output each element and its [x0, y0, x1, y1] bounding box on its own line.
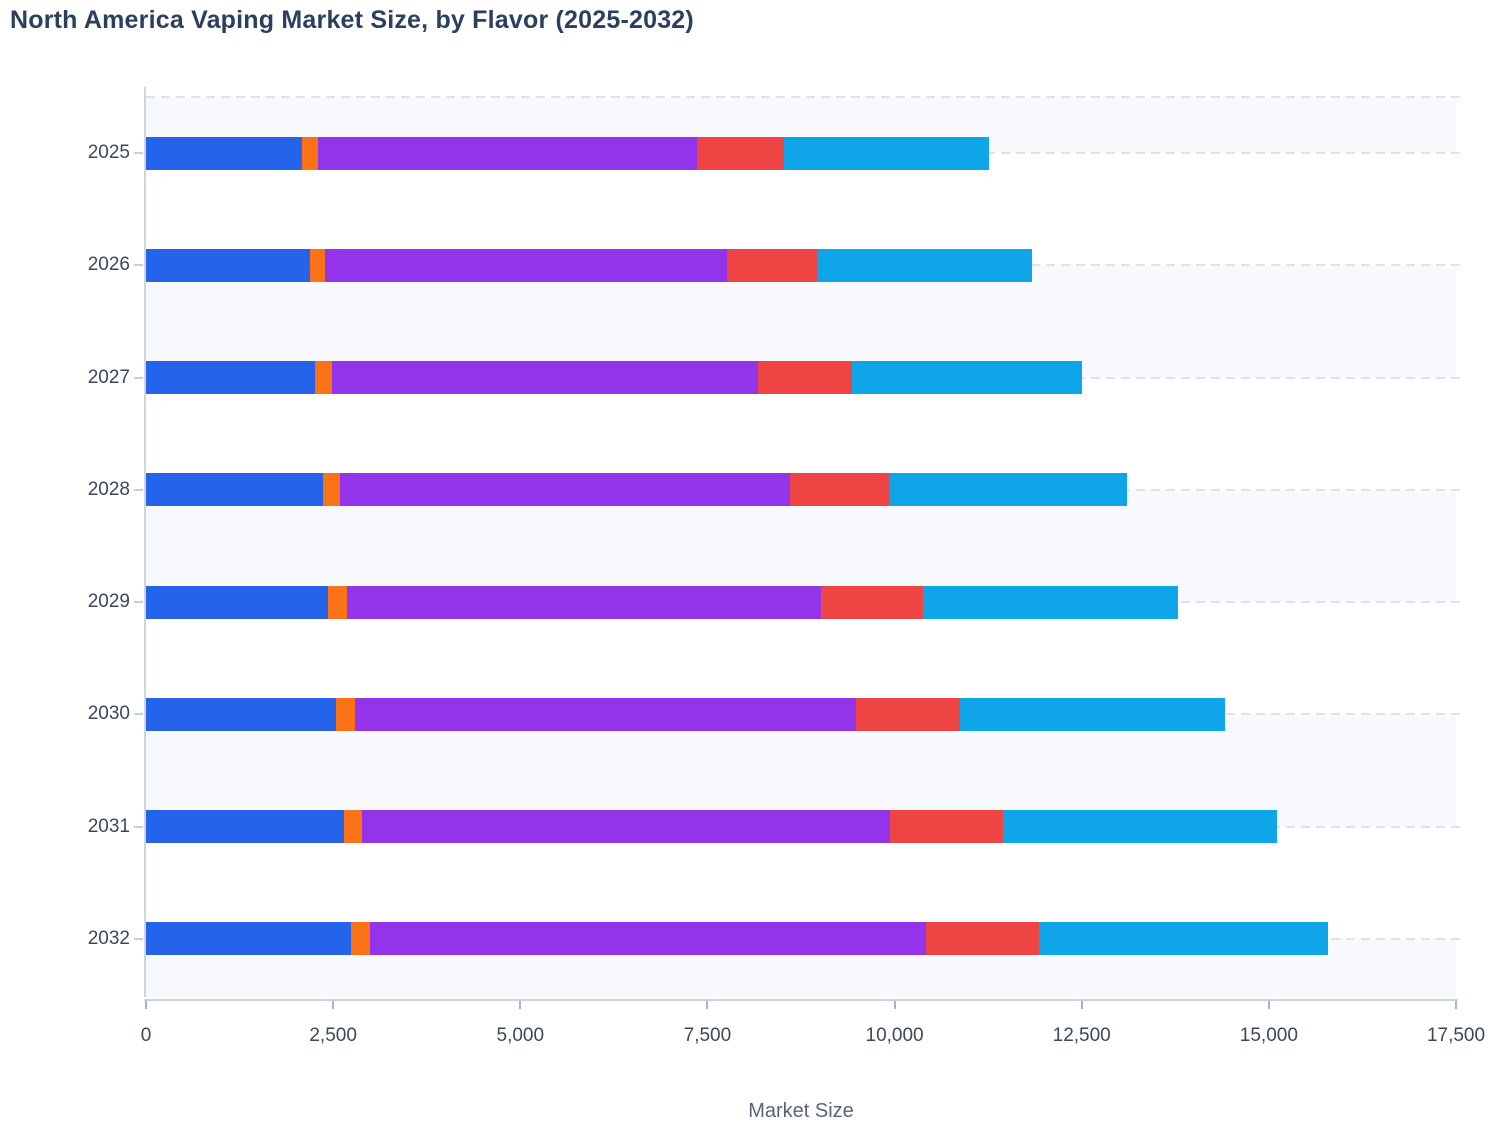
- plot-area: [146, 96, 1462, 997]
- bar-segment-purple[interactable]: [370, 922, 926, 956]
- bar-segment-red[interactable]: [789, 473, 889, 507]
- y-tick: [134, 713, 143, 716]
- y-axis-label: 2028: [87, 478, 130, 500]
- bar-segment-blue[interactable]: [146, 810, 344, 844]
- bar-segment-purple[interactable]: [318, 136, 697, 170]
- x-tick: [1267, 1001, 1270, 1009]
- x-axis-label: 15,000: [1239, 1025, 1298, 1046]
- x-axis-label: 7,500: [683, 1025, 732, 1046]
- y-axis-label: 2032: [87, 927, 130, 949]
- bar-segment-orange[interactable]: [343, 810, 362, 844]
- y-tick: [134, 376, 143, 379]
- y-tick: [134, 601, 143, 604]
- x-axis-label: 17,500: [1426, 1025, 1486, 1046]
- y-tick: [134, 488, 143, 491]
- bar-segment-purple[interactable]: [324, 248, 727, 282]
- bar-2025: [146, 136, 989, 170]
- x-axis-label: 12,500: [1052, 1025, 1111, 1046]
- bar-segment-cyan[interactable]: [1002, 810, 1278, 844]
- bar-segment-purple[interactable]: [354, 697, 856, 731]
- bar-segment-purple[interactable]: [332, 361, 758, 395]
- y-axis-label: 2029: [87, 591, 130, 613]
- bar-segment-cyan[interactable]: [1039, 922, 1329, 956]
- x-tick: [893, 1001, 896, 1009]
- bar-segment-blue[interactable]: [146, 473, 323, 507]
- category-gridline: [146, 96, 1462, 98]
- bar-segment-orange[interactable]: [351, 922, 371, 956]
- bar-segment-purple[interactable]: [361, 810, 890, 844]
- y-tick: [134, 937, 143, 940]
- bar-segment-red[interactable]: [925, 922, 1040, 956]
- bar-segment-blue[interactable]: [146, 136, 303, 170]
- x-tick: [1455, 1001, 1457, 1009]
- bar-segment-orange[interactable]: [336, 697, 355, 731]
- bar-segment-cyan[interactable]: [852, 361, 1083, 395]
- bar-2029: [146, 585, 1178, 619]
- bar-segment-purple[interactable]: [339, 473, 790, 507]
- x-axis-label: 0: [140, 1025, 152, 1046]
- x-axis-label: 5,000: [496, 1025, 545, 1046]
- bar-segment-red[interactable]: [726, 248, 817, 282]
- y-axis-label: 2026: [87, 254, 130, 276]
- bar-segment-cyan[interactable]: [784, 136, 989, 170]
- y-axis-line: [144, 87, 146, 997]
- y-axis-label: 2025: [87, 142, 130, 163]
- bar-2032: [146, 922, 1329, 956]
- bar-segment-red[interactable]: [696, 136, 785, 170]
- bar-segment-blue[interactable]: [146, 585, 328, 619]
- chart-title: North America Vaping Market Size, by Fla…: [10, 6, 694, 34]
- x-tick: [145, 1001, 147, 1009]
- y-tick: [134, 152, 143, 154]
- x-axis-line: [144, 999, 1458, 1001]
- bar-segment-cyan[interactable]: [816, 248, 1033, 282]
- x-axis-title: Market Size: [748, 1100, 854, 1122]
- y-axis-label: 2030: [87, 703, 130, 725]
- y-tick: [134, 825, 143, 828]
- bar-segment-cyan[interactable]: [960, 697, 1226, 731]
- bar-2026: [146, 248, 1033, 282]
- x-axis-label: 10,000: [865, 1025, 924, 1046]
- x-tick: [1080, 1001, 1083, 1009]
- row-band: [146, 489, 1456, 603]
- bar-2027: [146, 361, 1083, 395]
- y-tick: [134, 264, 143, 267]
- bar-segment-blue[interactable]: [146, 361, 316, 395]
- x-tick: [332, 1001, 335, 1009]
- bar-segment-red[interactable]: [757, 361, 853, 395]
- x-tick: [519, 1001, 522, 1009]
- bar-segment-cyan[interactable]: [922, 585, 1178, 619]
- bar-segment-blue[interactable]: [146, 248, 310, 282]
- bar-segment-blue[interactable]: [146, 697, 337, 731]
- bar-2028: [146, 473, 1127, 507]
- bar-2031: [146, 810, 1278, 844]
- x-axis-label: 2,500: [309, 1025, 357, 1046]
- row-band: [146, 714, 1456, 827]
- bar-segment-orange[interactable]: [322, 473, 340, 507]
- bar-segment-orange[interactable]: [327, 585, 347, 619]
- bar-segment-orange[interactable]: [315, 361, 332, 395]
- bar-2030: [146, 697, 1226, 731]
- y-axis-label: 2027: [87, 366, 130, 388]
- bar-segment-orange[interactable]: [309, 248, 325, 282]
- bar-segment-purple[interactable]: [346, 585, 822, 619]
- bar-segment-cyan[interactable]: [888, 473, 1127, 507]
- bar-segment-red[interactable]: [855, 697, 961, 731]
- y-axis-label: 2031: [87, 815, 130, 837]
- bar-segment-blue[interactable]: [146, 922, 352, 956]
- row-band: [146, 265, 1456, 378]
- bar-segment-red[interactable]: [821, 585, 923, 619]
- x-tick: [706, 1001, 709, 1009]
- bar-segment-red[interactable]: [889, 810, 1003, 844]
- bar-segment-orange[interactable]: [302, 136, 319, 170]
